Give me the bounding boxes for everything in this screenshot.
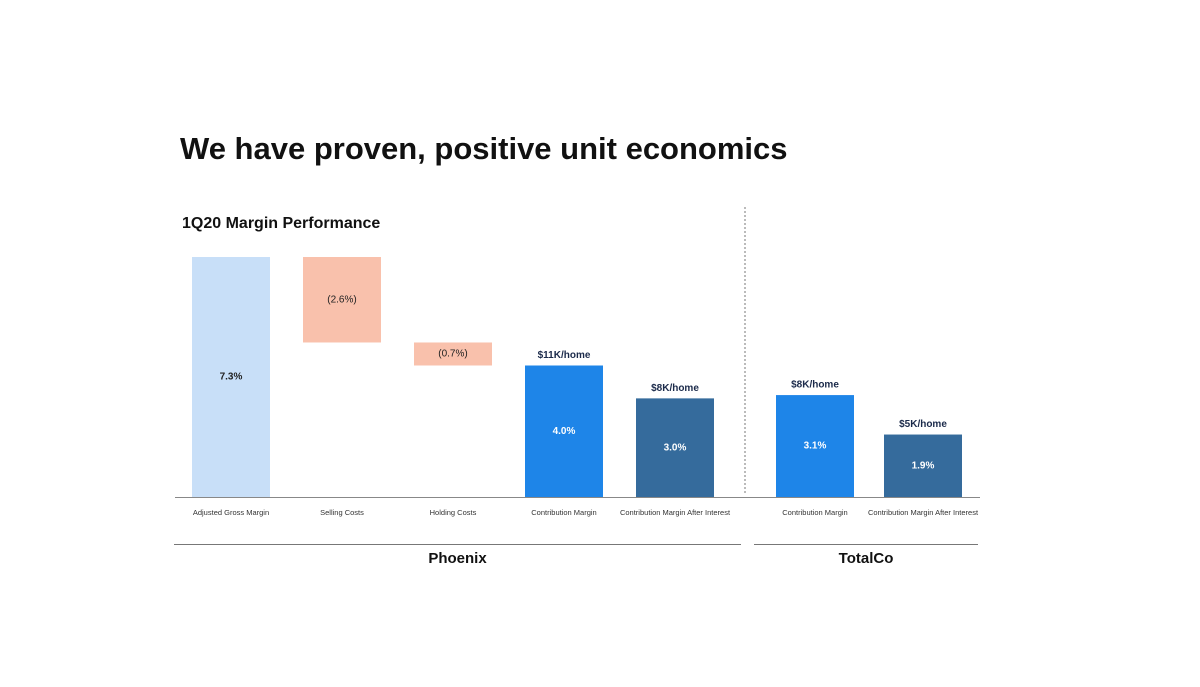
value-label: (2.6%): [327, 294, 356, 305]
category-label: Contribution Margin: [782, 508, 847, 517]
value-label: 3.0%: [664, 442, 687, 453]
category-label: Contribution Margin After Interest: [620, 508, 731, 517]
category-label: Contribution Margin: [531, 508, 596, 517]
value-label: 4.0%: [553, 426, 576, 437]
category-label: Holding Costs: [430, 508, 477, 517]
slide-title: We have proven, positive unit economics: [180, 131, 788, 166]
per-home-label: $5K/home: [899, 419, 947, 430]
bar: [303, 257, 381, 343]
value-label: (0.7%): [438, 349, 467, 360]
per-home-label: $8K/home: [651, 383, 699, 394]
category-label: Selling Costs: [320, 508, 364, 517]
bar: [636, 398, 714, 497]
value-label: 7.3%: [220, 372, 243, 383]
group-label: Phoenix: [428, 550, 487, 567]
per-home-label: $8K/home: [791, 380, 839, 391]
category-label: Contribution Margin After Interest: [868, 508, 979, 517]
value-label: 1.9%: [912, 460, 935, 471]
bar: [192, 257, 270, 497]
bar: [776, 395, 854, 497]
bar: [414, 342, 492, 366]
value-label: 3.1%: [804, 441, 827, 452]
bar: [525, 365, 603, 497]
bar: [884, 434, 962, 497]
group-label: TotalCo: [839, 550, 894, 567]
chart-title: 1Q20 Margin Performance: [182, 215, 380, 232]
category-label: Adjusted Gross Margin: [193, 508, 269, 517]
per-home-label: $11K/home: [538, 350, 591, 361]
